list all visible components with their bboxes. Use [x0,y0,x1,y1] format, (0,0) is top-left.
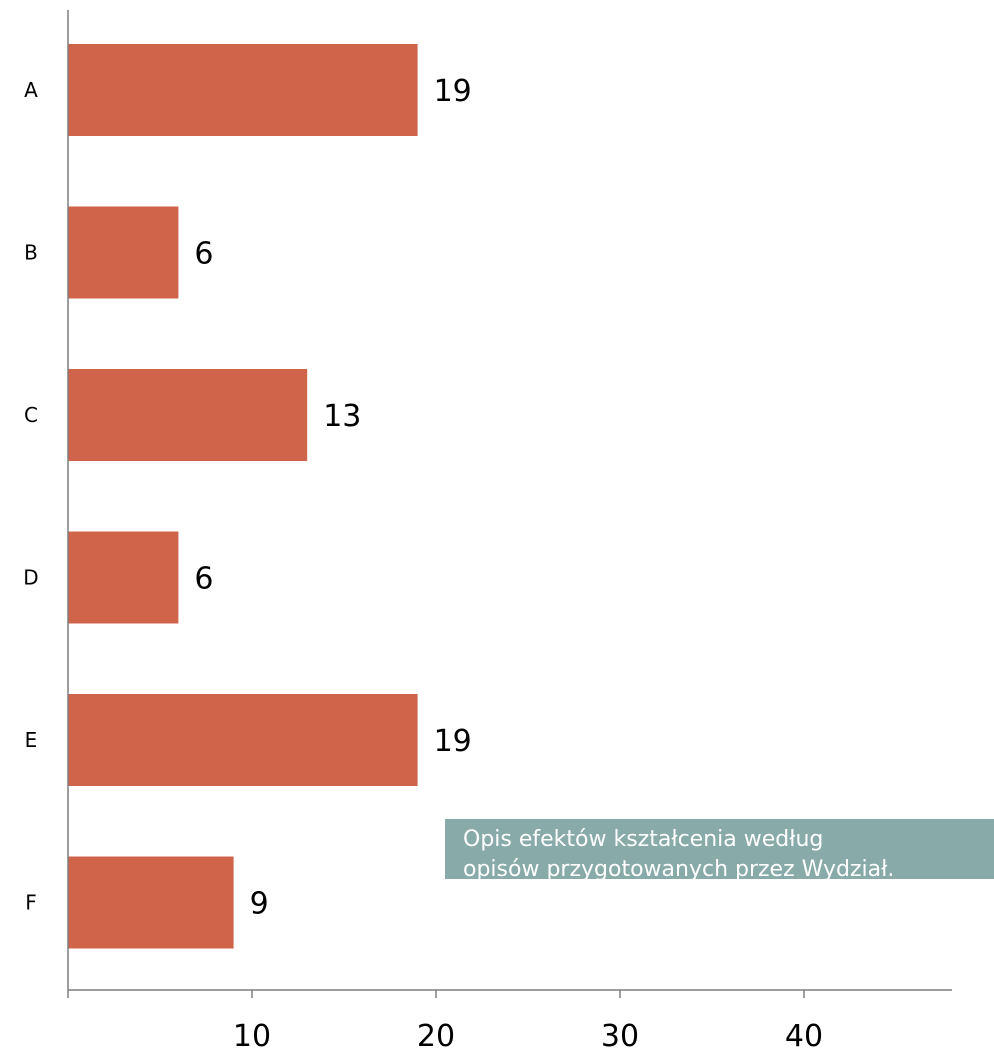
value-label-e: 19 [434,724,472,759]
category-label-d: D [23,566,38,590]
x-tick-label-30: 30 [601,1019,639,1054]
category-label-b: B [24,241,38,265]
bar-f [68,856,234,949]
bars-layer [68,44,418,949]
x-tick-label-40: 40 [785,1019,823,1054]
value-label-d: 6 [194,562,213,597]
category-label-a: A [24,78,38,102]
x-ticks-layer: 10 20 30 40 [67,990,823,1054]
category-label-f: F [25,891,37,915]
x-tick-label-10: 10 [233,1019,271,1054]
bar-a [68,44,418,136]
legend-line-2: opisów przygotowanych przez Wydział. [463,857,895,882]
category-label-e: E [25,728,38,752]
labels-layer: A 19 B 6 C 13 D 6 E 19 F 9 [23,74,471,922]
bar-d [68,531,179,624]
value-label-c: 13 [323,399,361,434]
x-tick-label-20: 20 [417,1019,455,1054]
bar-c [68,369,308,461]
value-label-a: 19 [434,74,472,109]
bar-b [68,206,179,299]
bar-e [68,694,418,786]
value-label-b: 6 [194,237,213,272]
category-label-c: C [24,403,38,427]
value-label-f: 9 [250,887,269,922]
legend-line-1: Opis efektów kształcenia według [463,827,824,852]
legend-annotation: Opis efektów kształcenia według opisów p… [445,819,994,882]
